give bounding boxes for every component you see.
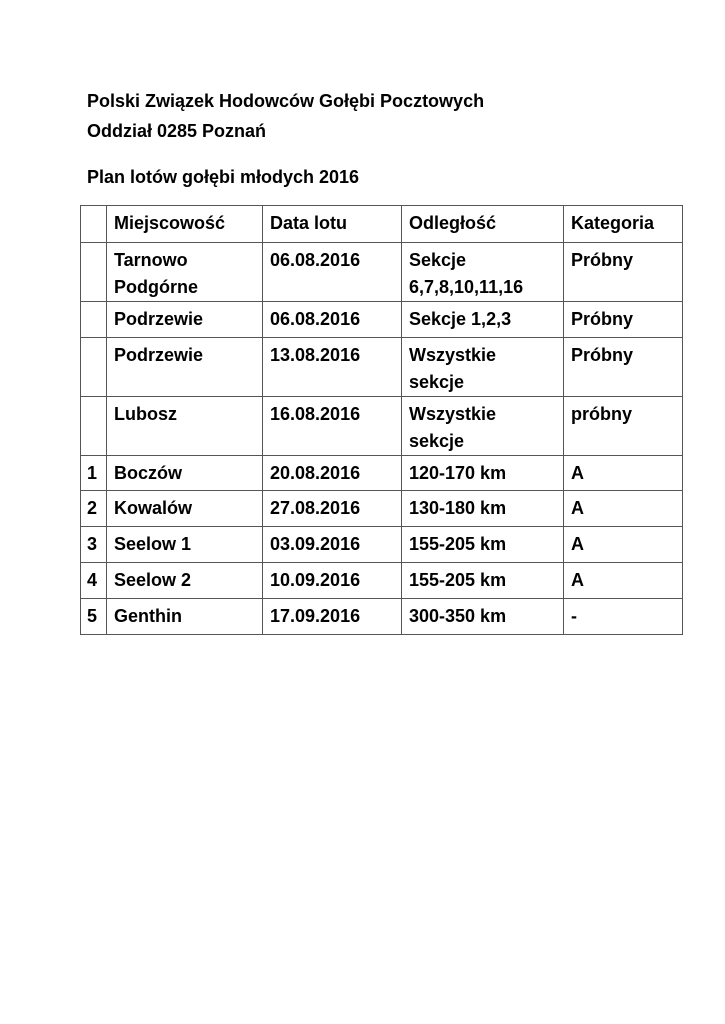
cell-place: Kowalów — [106, 490, 263, 527]
cell-distance: Sekcje 6,7,8,10,11,16 — [401, 242, 564, 302]
branch-title: Oddział 0285 Poznań — [87, 121, 267, 141]
cell-distance: Sekcje 1,2,3 — [401, 301, 564, 338]
cell-distance: 120-170 km — [401, 455, 564, 491]
cell-category: próbny — [563, 396, 683, 456]
table-row: 1 Boczów 20.08.2016 120-170 km A — [80, 455, 683, 491]
cell-date: 03.09.2016 — [262, 526, 402, 563]
header-distance: Odległość — [401, 205, 564, 243]
cell-distance: 155-205 km — [401, 562, 564, 599]
cell-no: 1 — [80, 455, 107, 491]
cell-no — [80, 337, 107, 397]
cell-place: Boczów — [106, 455, 263, 491]
organization-title: Polski Związek Hodowców Gołębi Pocztowyc… — [87, 91, 485, 111]
cell-place: Seelow 1 — [106, 526, 263, 563]
cell-place: Seelow 2 — [106, 562, 263, 599]
cell-no — [80, 396, 107, 456]
table-row: Tarnowo Podgórne 06.08.2016 Sekcje 6,7,8,1… — [80, 242, 683, 302]
cell-distance: 155-205 km — [401, 526, 564, 563]
table-row: Podrzewie 06.08.2016 Sekcje 1,2,3 Próbny — [80, 301, 683, 338]
cell-date: 10.09.2016 — [262, 562, 402, 599]
table-row: Lubosz 16.08.2016 Wszystkie sekcje próbny — [80, 396, 683, 456]
cell-category: A — [563, 455, 683, 491]
cell-distance: Wszystkie sekcje — [401, 396, 564, 456]
cell-date: 06.08.2016 — [262, 242, 402, 302]
cell-place: Podrzewie — [106, 337, 263, 397]
cell-category: A — [563, 490, 683, 527]
cell-date: 16.08.2016 — [262, 396, 402, 456]
table-row: 5 Genthin 17.09.2016 300-350 km - — [80, 598, 683, 635]
cell-category: - — [563, 598, 683, 635]
cell-place: Genthin — [106, 598, 263, 635]
cell-distance: Wszystkie sekcje — [401, 337, 564, 397]
cell-category: Próbny — [563, 337, 683, 397]
cell-place: Lubosz — [106, 396, 263, 456]
cell-no: 5 — [80, 598, 107, 635]
cell-date: 20.08.2016 — [262, 455, 402, 491]
flight-schedule-table: Miejscowość Data lotu Odległość Kategori… — [80, 205, 683, 635]
cell-no — [80, 242, 107, 302]
header-category: Kategoria — [563, 205, 683, 243]
cell-no — [80, 301, 107, 338]
table-row: 2 Kowalów 27.08.2016 130-180 km A — [80, 490, 683, 527]
cell-place: Tarnowo Podgórne — [106, 242, 263, 302]
header-place: Miejscowość — [106, 205, 263, 243]
table-row: Podrzewie 13.08.2016 Wszystkie sekcje Próbn… — [80, 337, 683, 397]
cell-no: 2 — [80, 490, 107, 527]
cell-distance: 130-180 km — [401, 490, 564, 527]
cell-category: A — [563, 526, 683, 563]
table-row: 3 Seelow 1 03.09.2016 155-205 km A — [80, 526, 683, 563]
cell-date: 17.09.2016 — [262, 598, 402, 635]
cell-date: 06.08.2016 — [262, 301, 402, 338]
table-row: 4 Seelow 2 10.09.2016 155-205 km A — [80, 562, 683, 599]
cell-no: 4 — [80, 562, 107, 599]
cell-date: 27.08.2016 — [262, 490, 402, 527]
header-number — [80, 205, 107, 243]
cell-distance: 300-350 km — [401, 598, 564, 635]
cell-date: 13.08.2016 — [262, 337, 402, 397]
cell-category: Próbny — [563, 242, 683, 302]
cell-category: A — [563, 562, 683, 599]
header-date: Data lotu — [262, 205, 402, 243]
cell-place: Podrzewie — [106, 301, 263, 338]
document-subtitle: Plan lotów gołębi młodych 2016 — [87, 167, 360, 187]
table-header-row: Miejscowość Data lotu Odległość Kategori… — [80, 205, 683, 243]
cell-no: 3 — [80, 526, 107, 563]
cell-category: Próbny — [563, 301, 683, 338]
